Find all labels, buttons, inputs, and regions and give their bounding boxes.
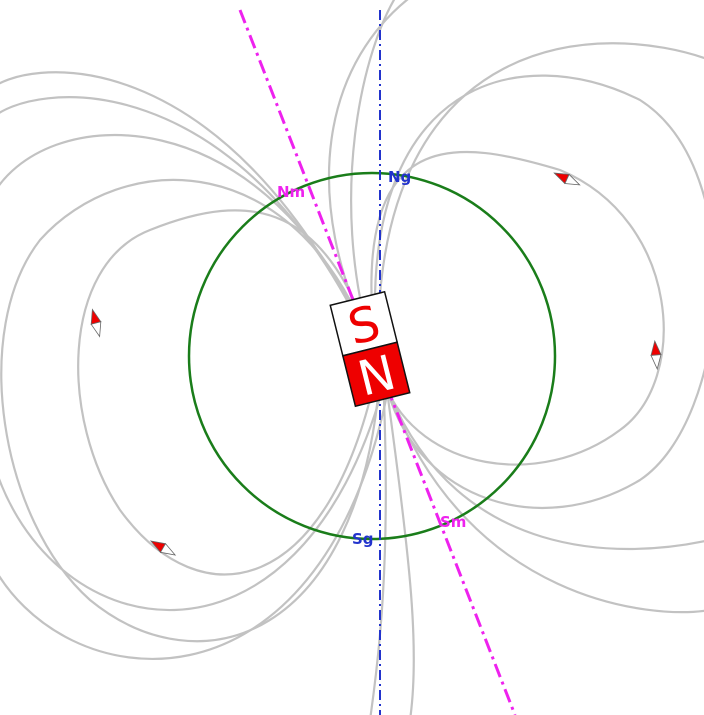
compass-needles xyxy=(90,172,662,556)
field-line xyxy=(369,399,387,715)
field-line xyxy=(0,178,382,643)
geographic-south-label: Sg xyxy=(352,530,374,548)
compass-needle-icon xyxy=(90,308,102,338)
field-line xyxy=(77,209,380,576)
magnetic-south-label: Sm xyxy=(440,513,466,531)
compass-needle-icon xyxy=(650,339,662,371)
field-line xyxy=(0,379,387,612)
field-line xyxy=(388,394,704,551)
field-line xyxy=(386,397,415,715)
field-line xyxy=(373,74,704,510)
field-line xyxy=(0,71,371,346)
bar-magnet: S N xyxy=(329,290,411,408)
field-line xyxy=(376,42,704,341)
compass-needle-icon xyxy=(149,540,177,556)
geographic-north-label: Ng xyxy=(388,168,411,186)
field-line xyxy=(350,0,396,341)
field-line xyxy=(0,389,390,661)
magnetic-north-label: Nm xyxy=(277,183,305,201)
compass-needle-icon xyxy=(553,172,581,186)
magnet-north-half xyxy=(341,341,411,408)
field-line xyxy=(0,96,374,351)
earth-circle xyxy=(187,171,557,541)
field-line xyxy=(370,150,665,466)
field-line xyxy=(390,399,704,614)
